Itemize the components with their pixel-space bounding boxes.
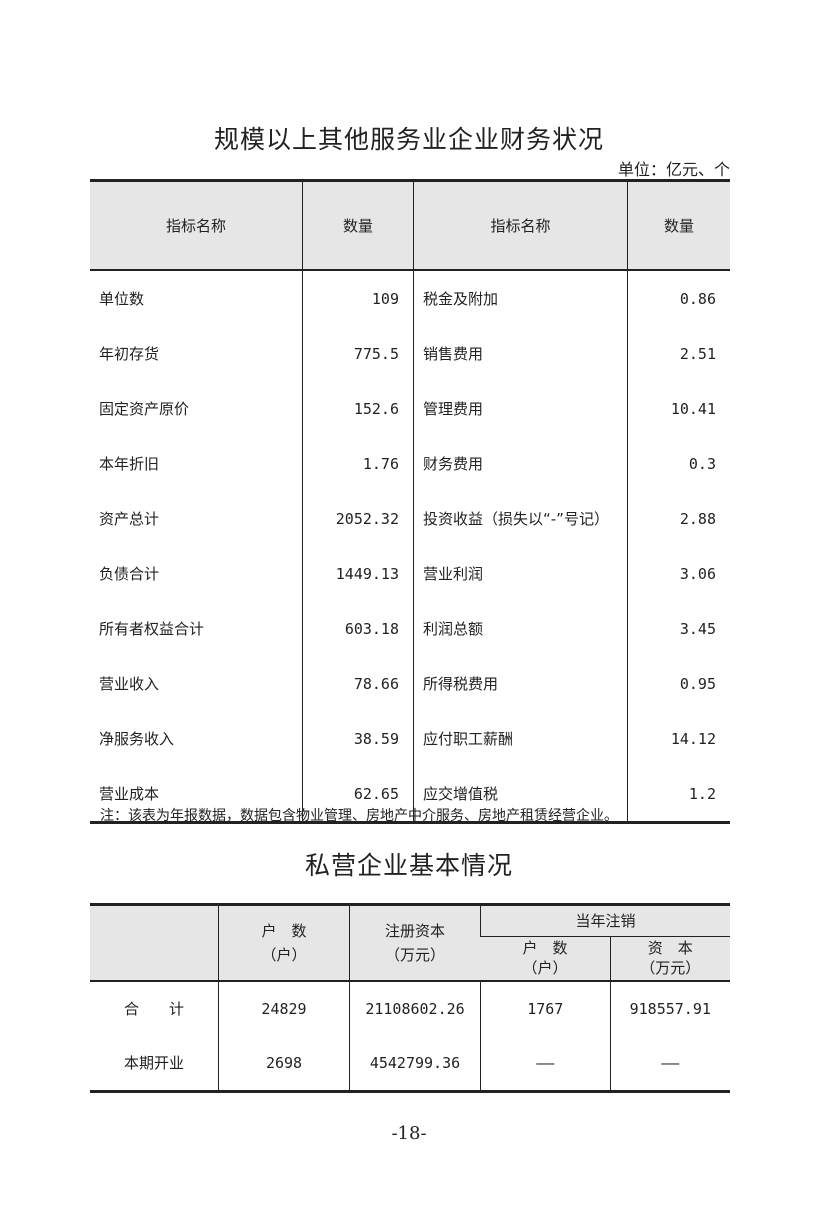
page-number: -18- xyxy=(391,1123,427,1144)
table-row: 合 计 24829 21108602.26 1767 918557.91 xyxy=(90,980,730,1036)
header-value: 数量 xyxy=(302,180,414,271)
table-row: 净服务收入 38.59 应付职工薪酬 14.12 xyxy=(90,711,730,766)
private-enterprise-table: 户 数（户） 注册资本 （万元） 当年注销 户 数（户） 资 本（万元） 合 计 2… xyxy=(90,903,730,1093)
indicator-name: 所得税费用 xyxy=(413,656,628,711)
table-row: 资产总计 2052.32 投资收益（损失以“-”号记） 2.88 xyxy=(90,491,730,546)
indicator-value: 38.59 xyxy=(302,711,414,766)
indicator-name: 年初存货 xyxy=(99,345,160,363)
cell-value: 4542799.36 xyxy=(349,1035,481,1091)
indicator-value: 2052.32 xyxy=(302,491,414,546)
table-row: 本年折旧 1.76 财务费用 0.3 xyxy=(90,436,730,491)
cell-value: 918557.91 xyxy=(609,980,730,1036)
indicator-name: 负债合计 xyxy=(99,565,160,583)
header-cancelled-households: 户 数（户） xyxy=(480,936,610,982)
indicator-value: 3.45 xyxy=(627,601,730,656)
cell-value: —— xyxy=(609,1035,730,1091)
indicator-name: 销售费用 xyxy=(413,326,628,381)
indicator-value: 14.12 xyxy=(627,711,730,766)
indicator-name: 资产总计 xyxy=(99,510,160,528)
indicator-value: 109 xyxy=(302,270,414,326)
indicator-name: 营业利润 xyxy=(413,546,628,601)
indicator-value: 603.18 xyxy=(302,601,414,656)
indicator-value: 0.86 xyxy=(627,270,730,326)
indicator-value: 2.51 xyxy=(627,326,730,381)
indicator-value: 0.3 xyxy=(627,436,730,491)
indicator-name: 利润总额 xyxy=(413,601,628,656)
indicator-value: 10.41 xyxy=(627,381,730,436)
table2-title: 私营企业基本情况 xyxy=(304,851,513,880)
indicator-value: 2.88 xyxy=(627,491,730,546)
cell-value: 1767 xyxy=(480,980,610,1036)
indicator-name: 单位数 xyxy=(99,290,145,308)
header-cancelled: 当年注销 xyxy=(480,904,730,937)
indicator-value: 152.6 xyxy=(302,381,414,436)
header-indicator: 指标名称 xyxy=(90,180,303,271)
cell-value: —— xyxy=(480,1035,610,1091)
indicator-name: 本年折旧 xyxy=(99,455,160,473)
header-value: 数量 xyxy=(627,180,730,271)
table-row: 营业成本 62.65 应交增值税 1.2 xyxy=(90,766,730,823)
header-capital: 注册资本 （万元） xyxy=(349,904,481,982)
indicator-value: 1.76 xyxy=(302,436,414,491)
indicator-value: 0.95 xyxy=(627,656,730,711)
indicator-name: 固定资产原价 xyxy=(99,400,190,418)
indicator-value: 1449.13 xyxy=(302,546,414,601)
table-row: 所有者权益合计 603.18 利润总额 3.45 xyxy=(90,601,730,656)
indicator-name: 营业成本 xyxy=(99,785,160,803)
header-indicator: 指标名称 xyxy=(413,180,628,271)
table-row: 固定资产原价 152.6 管理费用 10.41 xyxy=(90,381,730,436)
indicator-name: 净服务收入 xyxy=(99,730,175,748)
indicator-name: 投资收益（损失以“-”号记） xyxy=(413,491,628,546)
indicator-name: 税金及附加 xyxy=(413,270,628,326)
indicator-name: 管理费用 xyxy=(413,381,628,436)
indicator-name: 财务费用 xyxy=(413,436,628,491)
cell-value: 21108602.26 xyxy=(349,980,481,1036)
table1-note: 注：该表为年报数据，数据包含物业管理、房地产中介服务、房地产租赁经营企业。 xyxy=(100,808,618,824)
table1-unit: 单位：亿元、个 xyxy=(617,160,730,179)
indicator-value: 78.66 xyxy=(302,656,414,711)
indicator-name: 应交增值税 xyxy=(413,766,628,823)
table-row: 单位数 109 税金及附加 0.86 xyxy=(90,270,730,326)
table-row: 本期开业 2698 4542799.36 —— —— xyxy=(90,1035,730,1091)
row-label: 本期开业 xyxy=(123,1054,184,1072)
indicator-name: 应付职工薪酬 xyxy=(413,711,628,766)
header-households: 户 数（户） xyxy=(218,904,350,982)
indicator-value: 775.5 xyxy=(302,326,414,381)
table1-title: 规模以上其他服务业企业财务状况 xyxy=(213,125,604,154)
indicator-name: 所有者权益合计 xyxy=(99,620,205,638)
indicator-value: 62.65 xyxy=(302,766,414,823)
table-row: 营业收入 78.66 所得税费用 0.95 xyxy=(90,656,730,711)
header-cancelled-capital: 资 本（万元） xyxy=(609,936,730,982)
finance-table: 指标名称 数量 指标名称 数量 单位数 109 税金及附加 0.86 年初存货 775.5… xyxy=(90,179,730,824)
cell-value: 24829 xyxy=(218,980,350,1036)
indicator-value: 1.2 xyxy=(627,766,730,823)
indicator-name: 营业收入 xyxy=(99,675,160,693)
header-blank xyxy=(90,904,219,982)
table-row: 负债合计 1449.13 营业利润 3.06 xyxy=(90,546,730,601)
row-label: 合 计 xyxy=(123,1000,184,1018)
cell-value: 2698 xyxy=(218,1035,350,1091)
table-row: 年初存货 775.5 销售费用 2.51 xyxy=(90,326,730,381)
indicator-value: 3.06 xyxy=(627,546,730,601)
